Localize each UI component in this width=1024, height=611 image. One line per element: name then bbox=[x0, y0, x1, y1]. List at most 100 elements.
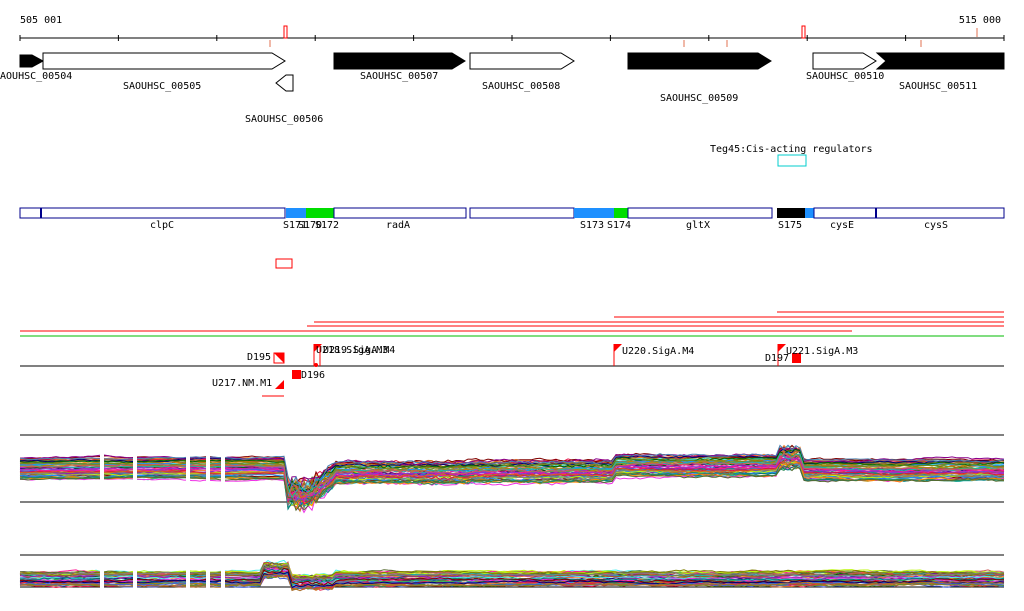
gene-arrow bbox=[627, 52, 772, 70]
promoter-label: U217.NM.M1 bbox=[212, 378, 272, 389]
promoter-box bbox=[292, 370, 301, 379]
gene-label: SAOUHSC_00509 bbox=[660, 93, 738, 104]
expression-series bbox=[19, 460, 1005, 504]
gene-feature[interactable]: SAOUHSC_00511 bbox=[875, 52, 1005, 92]
gene-label: SAOUHSC_00506 bbox=[245, 114, 323, 125]
promoter-feature[interactable]: U217.NM.M1 bbox=[212, 378, 284, 397]
annotation-segment[interactable] bbox=[333, 207, 467, 219]
annotation-label: S173 bbox=[580, 220, 604, 231]
annotation-segment-blue[interactable] bbox=[574, 208, 614, 218]
expression-series bbox=[19, 444, 1005, 490]
ruler-marker bbox=[801, 25, 806, 39]
annotation-segment-green[interactable] bbox=[614, 208, 628, 218]
gene-label: SAOUHSC_00504 bbox=[0, 71, 72, 82]
expression-series bbox=[19, 457, 1005, 502]
annotation-label: cysE bbox=[830, 220, 854, 231]
data-gap bbox=[100, 557, 104, 593]
ruler-ticks bbox=[19, 35, 1005, 41]
expression-series bbox=[19, 562, 1005, 580]
regulator-label: Teg45:Cis-acting regulators bbox=[710, 144, 873, 155]
promoter-track: D195 U218.SigA.M3 U219.SigA.M4 D196 U217… bbox=[20, 344, 1004, 397]
genomic-ruler: 505 001 515 000 bbox=[19, 15, 1005, 47]
gene-feature[interactable]: SAOUHSC_00510 bbox=[806, 52, 884, 82]
expression-series bbox=[20, 452, 1005, 500]
annotation-label: S175 bbox=[778, 220, 802, 231]
expression-series bbox=[19, 452, 1005, 499]
data-gap bbox=[186, 436, 190, 500]
annotation-segment[interactable] bbox=[469, 207, 575, 219]
gene-feature[interactable]: SAOUHSC_00504 bbox=[0, 54, 72, 82]
annotation-segment-blue[interactable] bbox=[286, 208, 306, 218]
gene-track: SAOUHSC_00504 SAOUHSC_00505 SAOUHSC_0050… bbox=[0, 52, 1005, 125]
expression-series bbox=[19, 461, 1005, 507]
data-gap bbox=[206, 436, 210, 500]
promoter-feature[interactable]: D197 bbox=[765, 344, 801, 366]
gene-arrow bbox=[875, 52, 1005, 70]
promoter-flag bbox=[778, 344, 786, 352]
promoter-label: U221.SigA.M3 bbox=[786, 346, 858, 357]
promoter-feature[interactable]: D195 bbox=[247, 352, 285, 364]
gene-label: SAOUHSC_00510 bbox=[806, 71, 884, 82]
regulator-box[interactable] bbox=[777, 154, 807, 167]
data-gap bbox=[100, 436, 104, 500]
expression-series bbox=[19, 448, 1005, 493]
gene-feature[interactable]: SAOUHSC_00505 bbox=[42, 52, 286, 92]
annotation-segment-green[interactable] bbox=[306, 208, 334, 218]
feature-marker-box[interactable] bbox=[275, 258, 293, 269]
gene-arrow bbox=[19, 54, 45, 68]
promoter-label: U219.SigA.M4 bbox=[323, 345, 395, 356]
annotation-label: clpC bbox=[150, 220, 174, 231]
expression-track-lower bbox=[19, 554, 1005, 593]
tilingbar-track bbox=[20, 311, 1004, 337]
promoter-flag bbox=[275, 380, 284, 389]
gene-arrow bbox=[275, 74, 294, 92]
gene-arrow bbox=[333, 52, 466, 70]
ruler-end-label: 515 000 bbox=[959, 15, 1001, 26]
promoter-feature[interactable]: D196 bbox=[292, 370, 325, 381]
annotation-label: S172 bbox=[315, 220, 339, 231]
data-gap bbox=[206, 557, 210, 593]
gene-label: SAOUHSC_00511 bbox=[899, 81, 977, 92]
promoter-box bbox=[792, 353, 801, 363]
promoter-label: D196 bbox=[301, 370, 325, 381]
annotation-label: radA bbox=[386, 220, 410, 231]
data-gap bbox=[133, 557, 137, 593]
gene-label: SAOUHSC_00507 bbox=[360, 71, 438, 82]
annotation-label: S171 bbox=[283, 220, 307, 231]
annotation-segment[interactable] bbox=[19, 207, 286, 219]
promoter-dot bbox=[314, 363, 318, 367]
ruler-faint-marks bbox=[269, 28, 978, 47]
gene-feature[interactable]: SAOUHSC_00506 bbox=[245, 74, 323, 125]
gene-arrow bbox=[812, 52, 877, 70]
promoter-box bbox=[273, 352, 285, 364]
gene-feature[interactable]: SAOUHSC_00509 bbox=[627, 52, 772, 104]
annotation-segment[interactable] bbox=[627, 207, 773, 219]
promoter-label: D197 bbox=[765, 353, 789, 364]
promoter-label: U220.SigA.M4 bbox=[622, 346, 694, 357]
data-gap bbox=[186, 557, 190, 593]
annotation-segment-black[interactable] bbox=[777, 208, 805, 218]
promoter-label: U218.SigA.M3 bbox=[316, 345, 388, 356]
gene-arrow bbox=[42, 52, 286, 70]
expression-series bbox=[19, 563, 1005, 581]
annotation-segment-blue[interactable] bbox=[805, 208, 814, 218]
gene-feature[interactable]: SAOUHSC_00507 bbox=[333, 52, 466, 82]
expression-series bbox=[19, 564, 1005, 582]
annotation-segment[interactable] bbox=[813, 207, 1005, 219]
promoter-feature[interactable]: U219.SigA.M4 bbox=[319, 344, 395, 366]
expression-series bbox=[19, 465, 1004, 512]
gene-label: SAOUHSC_00505 bbox=[123, 81, 201, 92]
expression-series bbox=[19, 573, 1005, 590]
data-gap bbox=[221, 557, 225, 593]
expression-series bbox=[19, 573, 1005, 592]
promoter-feature[interactable]: U221.SigA.M3 bbox=[786, 346, 858, 357]
annotation-track: clpC S171 S170 S172 radA S173 S174 gltX … bbox=[19, 207, 1005, 231]
promoter-flag bbox=[614, 344, 622, 352]
promoter-label: D195 bbox=[247, 352, 271, 363]
expression-series bbox=[19, 571, 1005, 589]
promoter-feature[interactable]: U220.SigA.M4 bbox=[613, 344, 694, 366]
gene-feature[interactable]: SAOUHSC_00508 bbox=[469, 52, 575, 92]
expression-series bbox=[19, 453, 1005, 495]
ruler-start-label: 505 001 bbox=[20, 15, 62, 26]
